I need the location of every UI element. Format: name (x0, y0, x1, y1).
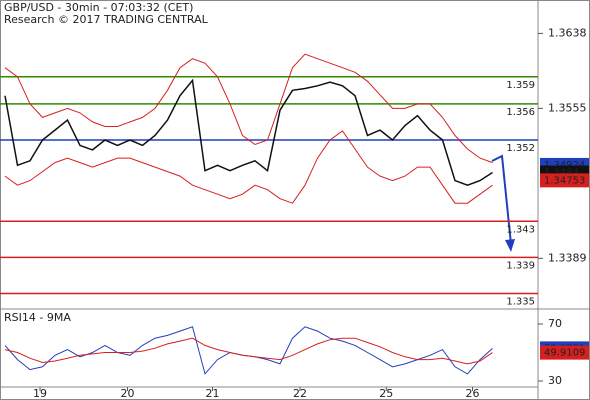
y-tick-label: 30 (548, 374, 562, 387)
y-tick-label: 1.3638 (548, 26, 587, 39)
series-line (4, 337, 493, 365)
chart-subtitle: Research © 2017 TRADING CENTRAL (4, 13, 209, 26)
x-tick-label: 21 (206, 387, 220, 400)
forecast-arrowhead (505, 239, 515, 252)
series-line (4, 78, 493, 186)
x-tick-label: 26 (466, 387, 480, 400)
value-marker (540, 173, 589, 188)
level-label: 1.339 (506, 260, 535, 271)
x-tick-label: 19 (33, 387, 47, 400)
level-label: 1.343 (506, 224, 535, 235)
forecast-arrow (491, 154, 512, 245)
series-line (4, 130, 493, 204)
series-line (4, 326, 493, 375)
chart-title: GBP/USD - 30min - 07:03:32 (CET) (4, 1, 193, 14)
y-tick-label: 1.3389 (548, 251, 587, 264)
value-marker (540, 345, 589, 360)
series-line (4, 53, 493, 164)
level-label: 1.352 (506, 143, 535, 154)
value-marker-label: 1.34753 (544, 175, 585, 186)
level-label: 1.356 (506, 107, 535, 118)
value-marker-label: 49.9109 (544, 348, 585, 359)
value-marker-label: 1.3484 (544, 168, 579, 179)
x-tick-label: 20 (121, 387, 135, 400)
rsi-title: RSI14 - 9MA (4, 311, 71, 324)
level-label: 1.359 (506, 80, 535, 91)
value-marker-label: 1.34924 (544, 160, 585, 171)
y-tick-label: 1.3555 (548, 101, 587, 114)
y-tick-label: 70 (548, 317, 562, 330)
level-label: 1.335 (506, 297, 535, 308)
x-tick-label: 25 (379, 387, 393, 400)
x-tick-label: 22 (293, 387, 307, 400)
